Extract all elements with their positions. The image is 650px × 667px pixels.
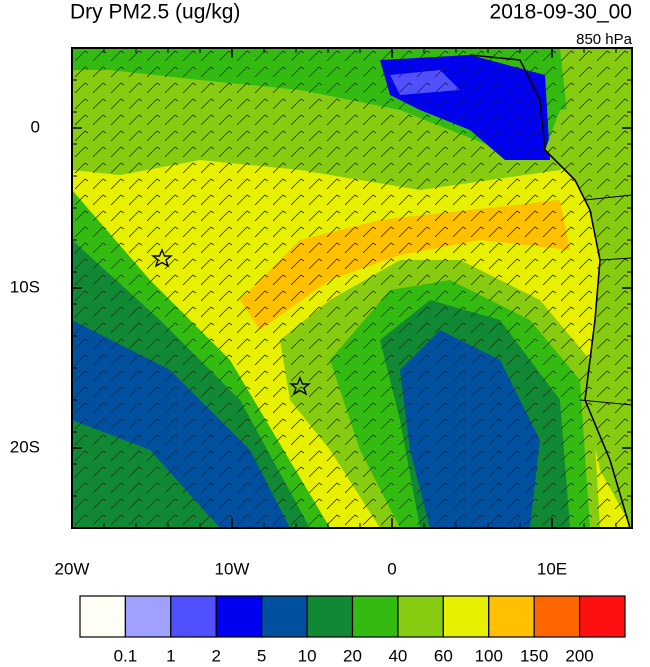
y-tick-label: 10S (10, 277, 40, 296)
colorbar-box (533, 595, 581, 638)
valid-time: 2018-09-30_00 (490, 1, 632, 24)
colorbar: 0.1 1 2 5 10 20 40 60 100 150 200 (79, 595, 626, 665)
x-tick-label: 20W (55, 559, 90, 578)
field (72, 48, 632, 528)
colorbar-box (488, 595, 535, 638)
colorbar-label: 150 (520, 646, 548, 665)
colorbar-label: 10 (298, 646, 317, 665)
colorbar-label: 20 (343, 646, 362, 665)
colorbar-box (124, 595, 172, 638)
y-tick-label: 0 (31, 117, 40, 136)
x-tick-label: 0 (387, 559, 396, 578)
level: 850 hPa (576, 31, 633, 48)
colorbar-label: 5 (257, 646, 266, 665)
x-tick-label: 10W (215, 559, 250, 578)
colorbar-label: 40 (388, 646, 407, 665)
colorbar-box (170, 595, 217, 638)
colorbar-box (261, 595, 308, 638)
colorbar-label: 100 (475, 646, 503, 665)
colorbar-box (215, 595, 263, 638)
colorbar-label: 1 (166, 646, 175, 665)
colorbar-label: 0.1 (114, 646, 138, 665)
colorbar-box (578, 595, 626, 638)
y-tick-label: 20S (10, 437, 40, 456)
colorbar-box (351, 595, 399, 638)
colorbar-label: 200 (565, 646, 593, 665)
colorbar-box (442, 595, 490, 638)
title: Dry PM2.5 (ug/kg) (70, 1, 240, 24)
colorbar-label: 2 (212, 646, 221, 665)
colorbar-box (397, 595, 444, 638)
colorbar-box (306, 595, 354, 638)
x-tick-label: 10E (537, 559, 567, 578)
colorbar-box (79, 595, 127, 638)
colorbar-label: 60 (434, 646, 453, 665)
axes: 20W 10W 0 10E 0 10S 20S (10, 47, 632, 578)
